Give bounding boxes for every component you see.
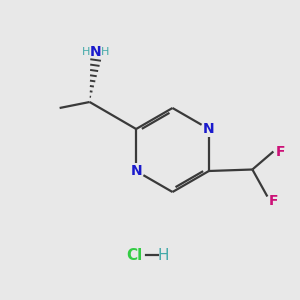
Text: N: N bbox=[90, 44, 101, 58]
Text: H: H bbox=[158, 248, 169, 262]
Text: N: N bbox=[130, 164, 142, 178]
Text: Cl: Cl bbox=[126, 248, 142, 262]
Text: H: H bbox=[101, 46, 110, 57]
Text: F: F bbox=[276, 145, 286, 158]
Text: F: F bbox=[269, 194, 279, 208]
Text: H: H bbox=[82, 46, 90, 57]
Text: N: N bbox=[203, 122, 215, 136]
